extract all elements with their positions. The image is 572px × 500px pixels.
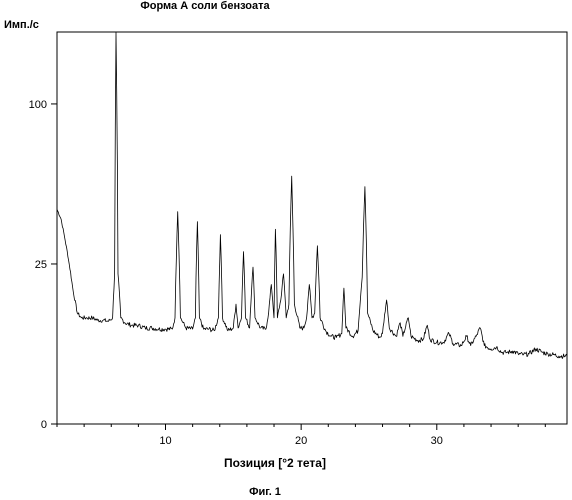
figure-caption: Фиг. 1	[249, 486, 281, 498]
y-axis-label: Имп./с	[4, 19, 39, 31]
x-tick-label: 20	[295, 435, 307, 447]
plot-frame	[57, 32, 567, 424]
chart-title: Форма А соли бензоата	[140, 0, 270, 12]
y-tick-label: 0	[41, 419, 47, 431]
y-axis: 0 25 100	[29, 99, 57, 431]
y-tick-label: 25	[35, 259, 47, 271]
series-layer	[57, 32, 567, 359]
y-tick-label: 100	[29, 99, 47, 111]
diffractogram-line	[57, 32, 567, 359]
x-axis-label: Позиция [°2 тета]	[224, 456, 326, 470]
x-tick-label: 10	[159, 435, 171, 447]
x-axis: 10 20 30	[57, 424, 545, 447]
x-tick-label: 30	[431, 435, 443, 447]
